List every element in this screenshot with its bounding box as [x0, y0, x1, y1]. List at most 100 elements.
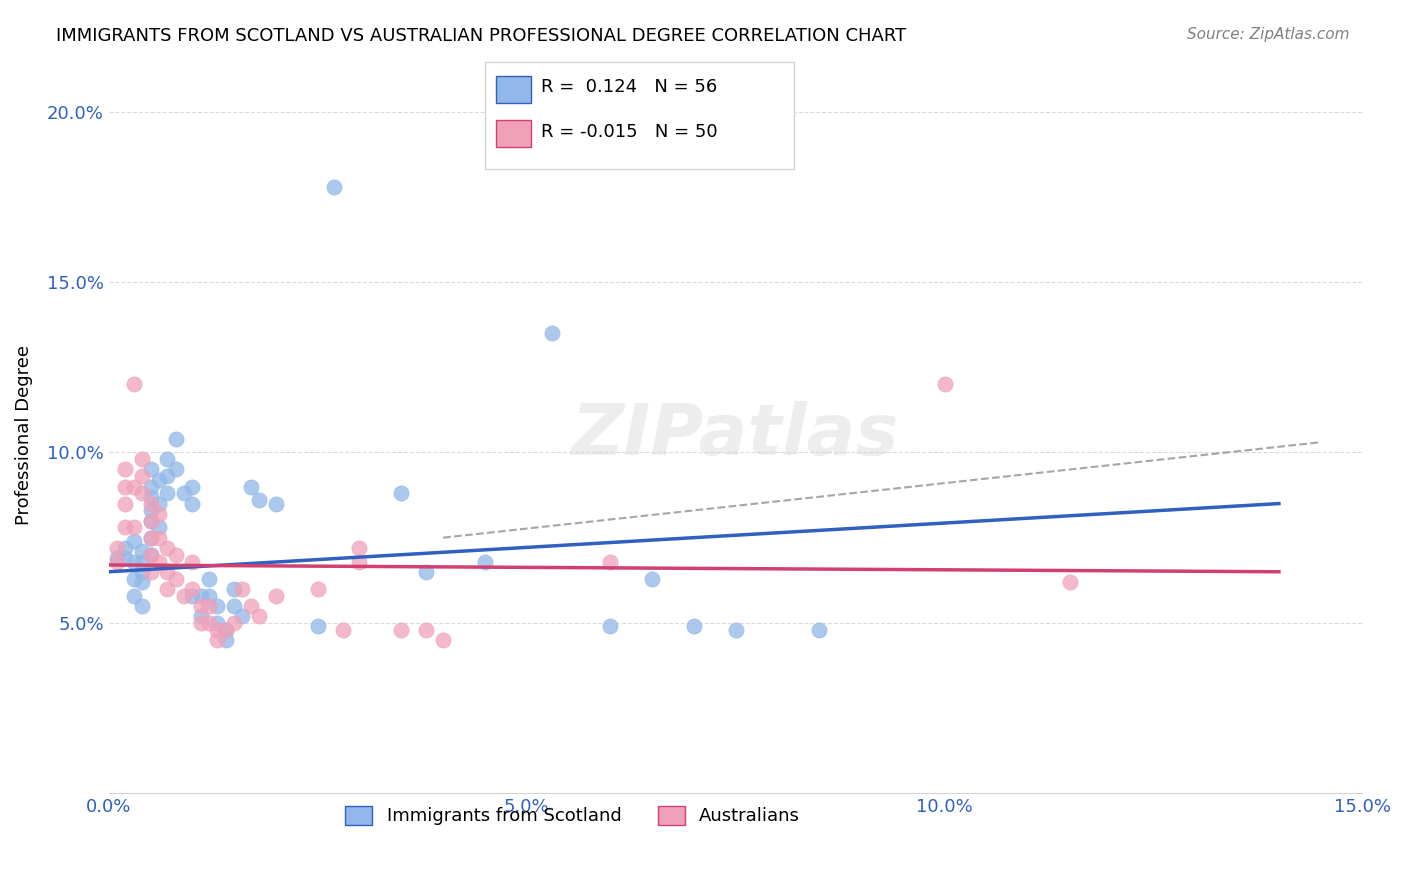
- Point: [114, 551, 136, 566]
- Point: [139, 548, 162, 562]
- Point: [1059, 574, 1081, 589]
- Point: [224, 582, 246, 596]
- Point: [139, 462, 162, 476]
- Point: [540, 326, 562, 340]
- Point: [131, 599, 153, 613]
- Point: [474, 555, 496, 569]
- Point: [114, 541, 136, 555]
- Point: [122, 534, 145, 549]
- Point: [198, 589, 221, 603]
- Point: [190, 599, 212, 613]
- Point: [148, 531, 170, 545]
- Point: [173, 486, 195, 500]
- Point: [323, 179, 346, 194]
- Point: [148, 555, 170, 569]
- Point: [682, 619, 704, 633]
- Point: [165, 432, 187, 446]
- Point: [224, 615, 246, 630]
- Point: [239, 599, 262, 613]
- Point: [264, 589, 287, 603]
- Point: [198, 572, 221, 586]
- Point: [181, 479, 204, 493]
- Point: [231, 609, 253, 624]
- Point: [139, 531, 162, 545]
- Point: [247, 493, 270, 508]
- Point: [181, 555, 204, 569]
- Text: Source: ZipAtlas.com: Source: ZipAtlas.com: [1187, 27, 1350, 42]
- Point: [641, 572, 664, 586]
- Point: [181, 497, 204, 511]
- Point: [190, 609, 212, 624]
- Point: [389, 486, 412, 500]
- Text: R = -0.015   N = 50: R = -0.015 N = 50: [541, 123, 718, 141]
- Point: [131, 469, 153, 483]
- Point: [105, 541, 128, 555]
- Point: [131, 565, 153, 579]
- Point: [114, 479, 136, 493]
- Point: [934, 377, 956, 392]
- Point: [432, 632, 454, 647]
- Point: [131, 574, 153, 589]
- Point: [307, 582, 329, 596]
- Point: [122, 479, 145, 493]
- Point: [114, 520, 136, 534]
- Point: [207, 615, 229, 630]
- Point: [165, 548, 187, 562]
- Point: [215, 623, 238, 637]
- Point: [181, 589, 204, 603]
- Point: [139, 514, 162, 528]
- Point: [139, 479, 162, 493]
- Point: [198, 599, 221, 613]
- Point: [148, 497, 170, 511]
- Point: [139, 531, 162, 545]
- Point: [724, 623, 747, 637]
- Point: [415, 565, 437, 579]
- Text: R =  0.124   N = 56: R = 0.124 N = 56: [541, 78, 717, 96]
- Point: [198, 615, 221, 630]
- Point: [139, 514, 162, 528]
- Point: [389, 623, 412, 637]
- Point: [349, 541, 371, 555]
- Point: [139, 497, 162, 511]
- Text: ZIPatlas: ZIPatlas: [572, 401, 900, 470]
- Point: [599, 619, 621, 633]
- Point: [247, 609, 270, 624]
- Point: [122, 520, 145, 534]
- Point: [215, 632, 238, 647]
- Point: [156, 541, 179, 555]
- Point: [190, 615, 212, 630]
- Point: [190, 589, 212, 603]
- Point: [122, 377, 145, 392]
- Point: [207, 632, 229, 647]
- Point: [105, 555, 128, 569]
- Point: [231, 582, 253, 596]
- Point: [415, 623, 437, 637]
- Y-axis label: Professional Degree: Professional Degree: [15, 345, 32, 525]
- Point: [207, 623, 229, 637]
- Point: [264, 497, 287, 511]
- Point: [599, 555, 621, 569]
- Point: [131, 452, 153, 467]
- Point: [122, 572, 145, 586]
- Point: [156, 486, 179, 500]
- Point: [349, 555, 371, 569]
- Point: [139, 565, 162, 579]
- Point: [148, 507, 170, 521]
- Point: [165, 462, 187, 476]
- Point: [139, 490, 162, 504]
- Point: [148, 473, 170, 487]
- Point: [239, 479, 262, 493]
- Point: [181, 582, 204, 596]
- Legend: Immigrants from Scotland, Australians: Immigrants from Scotland, Australians: [336, 797, 808, 834]
- Point: [207, 599, 229, 613]
- Point: [307, 619, 329, 633]
- Point: [156, 582, 179, 596]
- Point: [131, 555, 153, 569]
- Point: [156, 565, 179, 579]
- Point: [131, 544, 153, 558]
- Point: [808, 623, 831, 637]
- Point: [156, 469, 179, 483]
- Point: [148, 520, 170, 534]
- Point: [122, 589, 145, 603]
- Point: [332, 623, 354, 637]
